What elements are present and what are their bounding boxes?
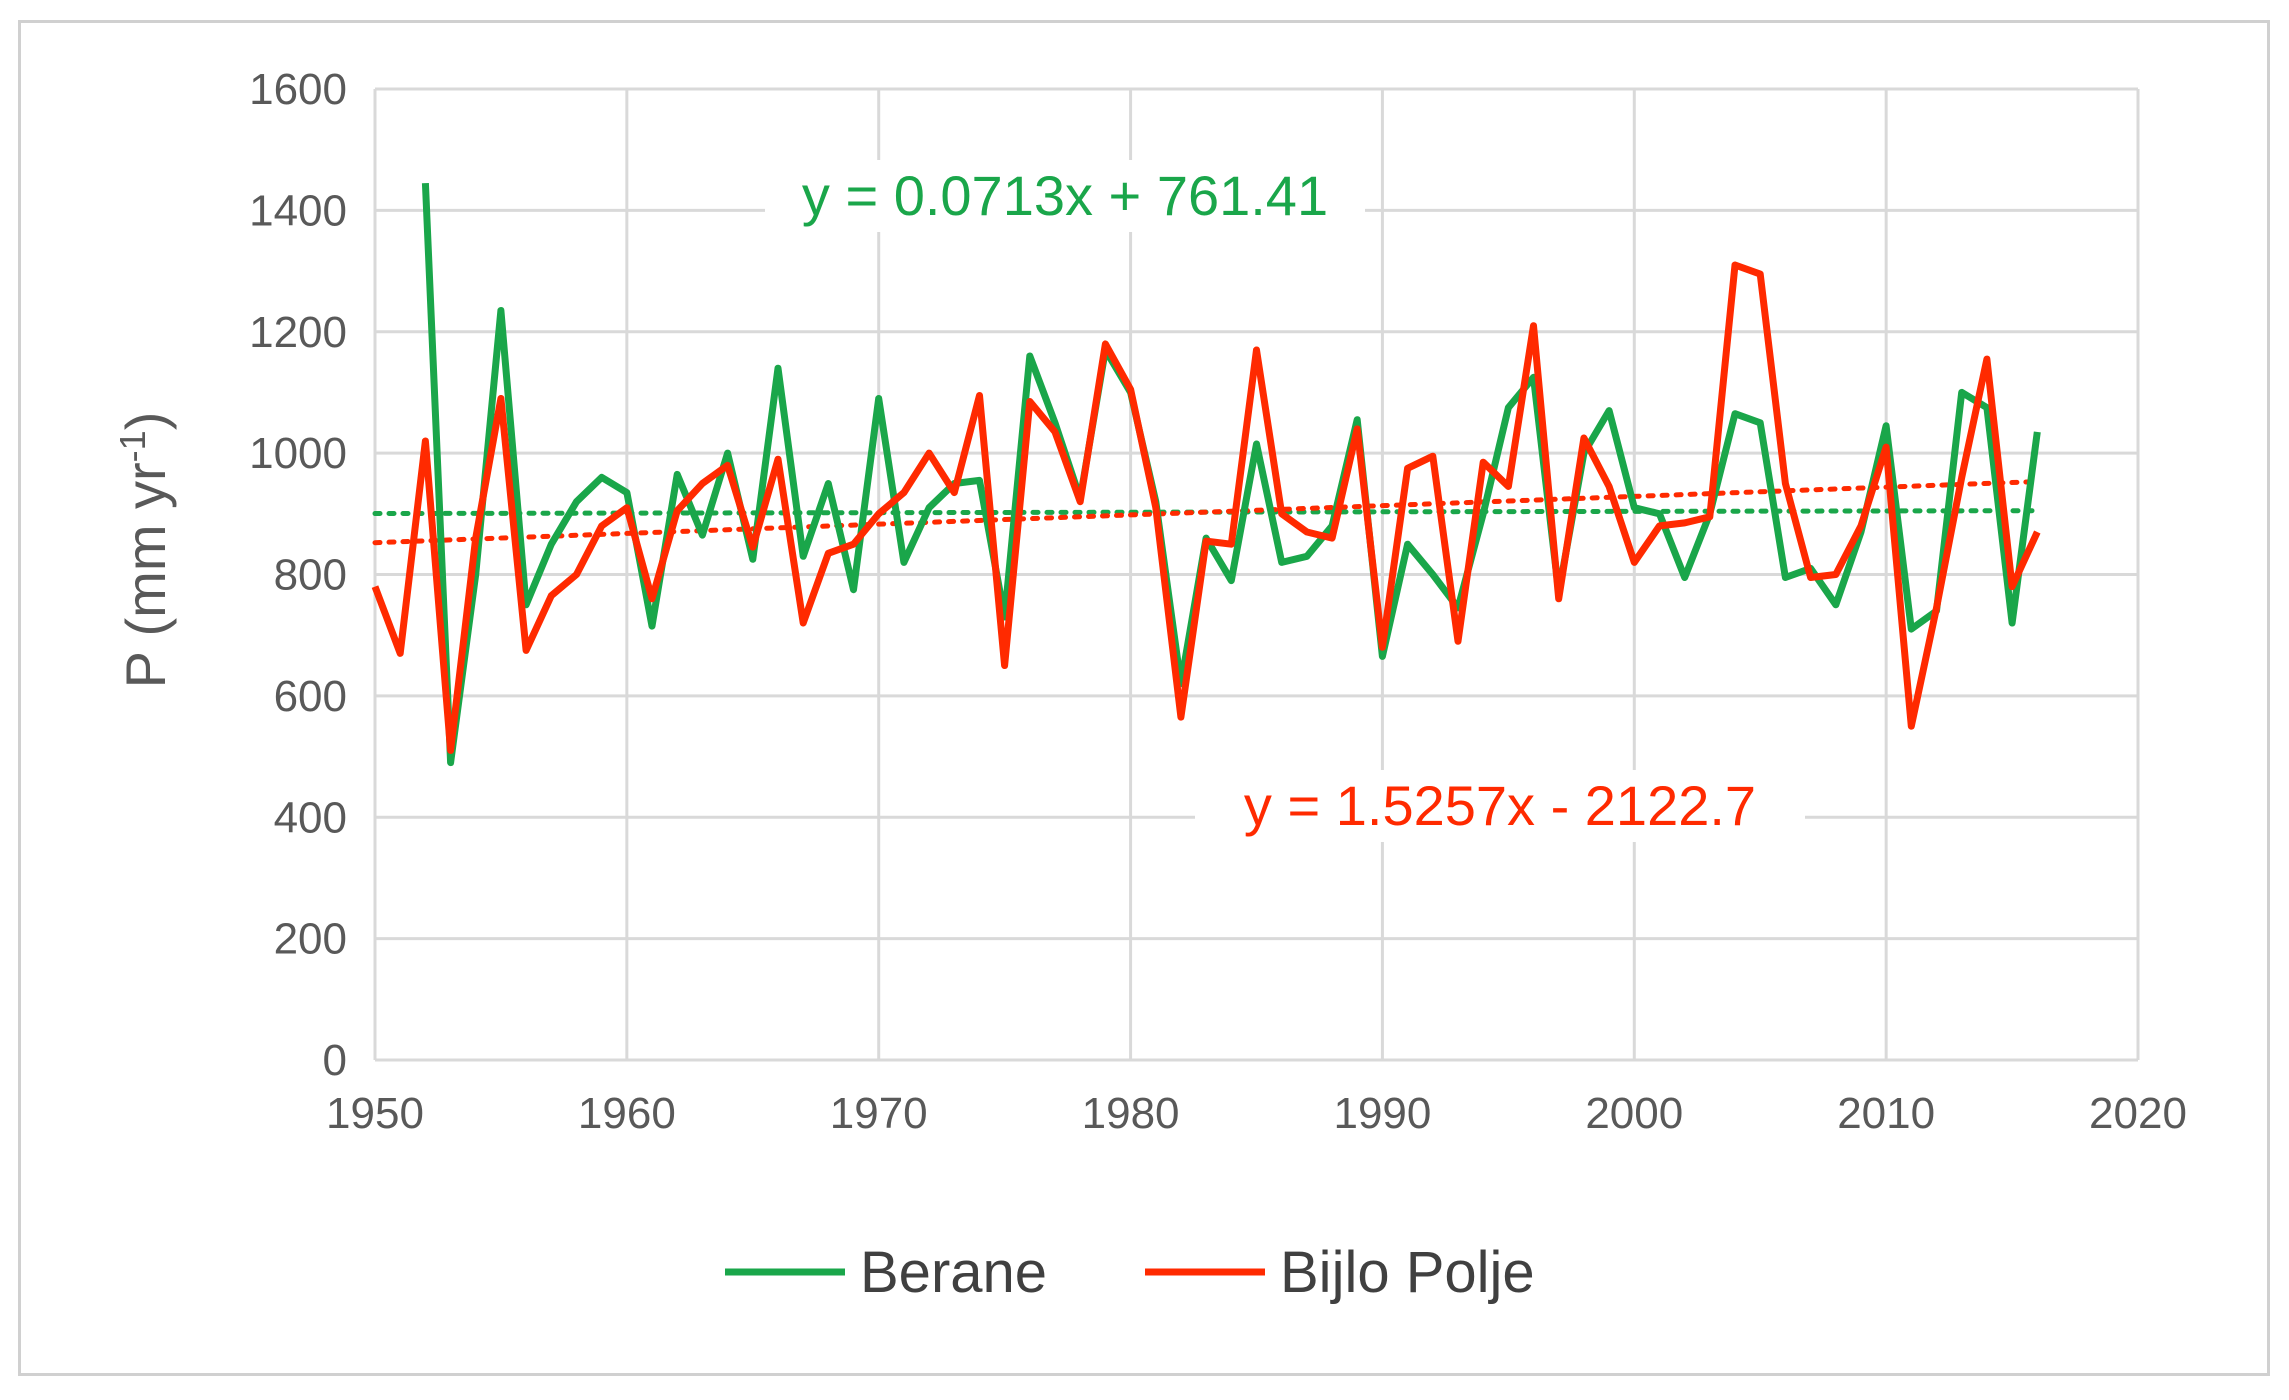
x-tick-label: 2000 <box>1585 1089 1683 1138</box>
y-axis-label-main: P (mm yr <box>114 462 177 688</box>
y-tick-label: 1400 <box>249 186 347 235</box>
legend-label-bijlo-polje: Bijlo Polje <box>1280 1240 1535 1305</box>
grid <box>373 87 2140 1062</box>
bijlo-polje-trend-equation: y = 1.5257x - 2122.7 <box>1244 774 1756 837</box>
x-tick-label: 1970 <box>830 1089 928 1138</box>
berane-trend-equation: y = 0.0713x + 761.41 <box>802 164 1328 227</box>
y-axis-label-close: ) <box>114 412 177 431</box>
y-tick-label: 0 <box>323 1036 347 1085</box>
y-tick-label: 1600 <box>249 65 347 114</box>
bijlo-polje-equation-bg <box>1195 770 1805 842</box>
x-tick-label: 1950 <box>326 1089 424 1138</box>
series-line-bijlo-polje <box>371 261 2041 754</box>
x-tick-label: 1990 <box>1333 1089 1431 1138</box>
y-tick-label: 400 <box>274 793 347 842</box>
y-tick-labels: 0 200 400 600 800 1000 1200 1400 1600 <box>249 65 347 1085</box>
y-axis-label-sup: -1 <box>112 430 153 462</box>
x-tick-label: 1980 <box>1082 1089 1180 1138</box>
series-line-berane <box>421 182 2041 767</box>
x-tick-labels: 1950 1960 1970 1980 1990 2000 2010 2020 <box>326 1089 2187 1138</box>
y-tick-label: 1200 <box>249 308 347 357</box>
y-tick-label: 200 <box>274 915 347 964</box>
y-tick-label: 600 <box>274 672 347 721</box>
series-lines <box>371 182 2041 767</box>
trendline-bijlo-polje <box>372 479 2040 546</box>
y-tick-label: 800 <box>274 551 347 600</box>
y-tick-label: 1000 <box>249 429 347 478</box>
y-axis-label: P (mm yr-1) <box>112 412 178 689</box>
x-tick-label: 2020 <box>2089 1089 2187 1138</box>
trendlines <box>372 479 2040 546</box>
berane-equation-bg <box>765 160 1365 232</box>
legend: Berane Bijlo Polje <box>725 1240 1535 1305</box>
x-tick-label: 2010 <box>1837 1089 1935 1138</box>
chart-frame <box>18 20 2270 1376</box>
x-tick-label: 1960 <box>578 1089 676 1138</box>
legend-label-berane: Berane <box>860 1240 1047 1305</box>
